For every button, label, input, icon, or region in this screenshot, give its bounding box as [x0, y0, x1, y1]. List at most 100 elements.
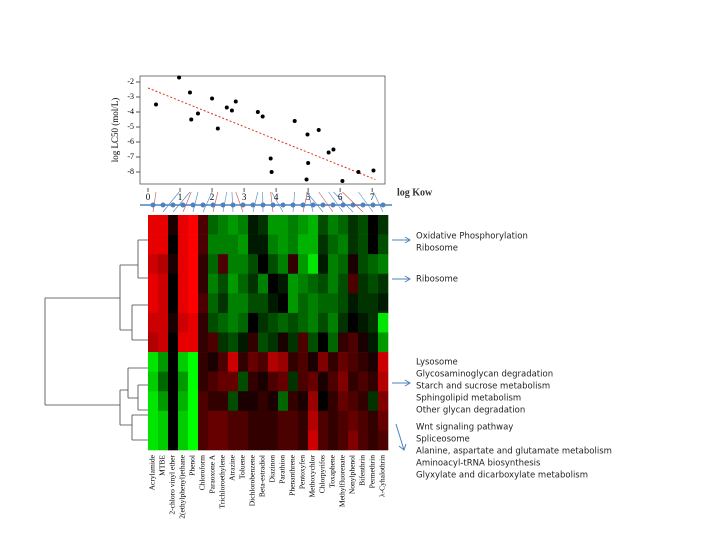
heatmap-cell: [208, 254, 219, 275]
heatmap-cell: [258, 215, 269, 235]
heatmap-cell: [338, 234, 349, 255]
heatmap-cell: [328, 332, 339, 353]
heatmap-cell: [188, 215, 199, 235]
heatmap-cell: [298, 352, 309, 372]
heatmap-cell: [338, 215, 349, 235]
heatmap-cell: [378, 273, 389, 294]
axis-dot: [310, 202, 316, 208]
point: [356, 170, 361, 174]
heatmap-cell: [348, 293, 359, 314]
point: [210, 96, 215, 101]
heatmap-cell: [208, 293, 219, 314]
heatmap-cell: [268, 410, 279, 431]
heatmap-cell: [278, 352, 289, 372]
column-label: MTBE: [158, 455, 167, 476]
heatmap-cell: [298, 430, 309, 451]
plot-frame: [139, 75, 386, 185]
heatmap-cell: [378, 352, 389, 372]
point: [215, 126, 220, 131]
heatmap-cell: [148, 371, 159, 392]
heatmap-cell: [338, 352, 349, 372]
link-line: [162, 191, 180, 213]
axis-dot: [170, 202, 176, 208]
heatmap-cell: [348, 352, 359, 372]
heatmap-cell: [178, 293, 189, 314]
heatmap-cell: [378, 332, 389, 353]
heatmap-cell: [208, 352, 219, 372]
heatmap-cell: [258, 293, 269, 314]
column-label: Methylfluorenate: [338, 454, 347, 507]
link-line: [342, 191, 364, 213]
heatmap-cell: [268, 371, 279, 392]
heatmap-cell: [188, 391, 199, 412]
heatmap-cell: [248, 332, 259, 353]
link-line: [252, 191, 259, 213]
heatmap-cell: [198, 371, 209, 392]
heatmap-cell: [178, 410, 189, 431]
heatmap-cell: [378, 215, 389, 235]
heatmap-cell: [178, 371, 189, 392]
heatmap-cell: [328, 371, 339, 392]
column-label: Paraoxone A: [208, 454, 217, 493]
heatmap-cell: [288, 273, 299, 294]
point: [371, 168, 376, 173]
heatmap-cell: [218, 391, 229, 412]
axis-dot: [230, 202, 236, 208]
annotation: Glyxylate and dicarboxylate metabolism: [416, 471, 588, 481]
link-line: [222, 191, 228, 213]
heatmap-cell: [168, 234, 179, 255]
axis-dot: [330, 202, 336, 208]
point: [233, 99, 238, 104]
heatmap-cell: [248, 273, 259, 294]
axis-dot: [300, 202, 306, 208]
link-line: [333, 191, 354, 213]
heatmap-cell: [268, 332, 279, 353]
point: [269, 170, 274, 174]
heatmap-cell: [248, 352, 259, 372]
heatmap-cell: [198, 293, 209, 314]
x-tick-label: 7: [370, 192, 375, 202]
heatmap-cell: [328, 273, 339, 294]
x-tick-label: 2: [210, 192, 215, 202]
heatmap-cell: [288, 371, 299, 392]
axis-dot: [260, 202, 266, 208]
heatmap-cell: [298, 371, 309, 392]
annotation: Sphingolipid metabolism: [416, 394, 521, 404]
heatmap-cell: [198, 215, 209, 235]
heatmap-cell: [308, 371, 319, 392]
heatmap-cell: [338, 371, 349, 392]
heatmap-cell: [148, 293, 159, 314]
y-axis-label: log LC50 (mol/L): [110, 98, 120, 163]
heatmap-cell: [348, 391, 359, 412]
heatmap-cell: [358, 273, 369, 294]
heatmap-cell: [158, 312, 169, 333]
heatmap-cell: [228, 215, 239, 235]
heatmap-cell: [378, 293, 389, 314]
heatmap-cell: [298, 332, 309, 353]
link-line: [328, 191, 344, 213]
link-line: [302, 191, 308, 213]
heatmap-cell: [188, 352, 199, 372]
x-tick-label: 1: [178, 192, 183, 202]
heatmap-cell: [228, 234, 239, 255]
heatmap-cell: [198, 273, 209, 294]
heatmap-cell: [218, 332, 229, 353]
heatmap-cell: [218, 254, 229, 275]
heatmap-cell: [318, 371, 329, 392]
heatmap-cell: [348, 234, 359, 255]
heatmap-cell: [248, 430, 259, 451]
heatmap-cell: [308, 312, 319, 333]
heatmap-cell: [368, 430, 379, 451]
column-label: Nonylphenol: [348, 455, 357, 494]
column-label: 2(ethylphenyl)ethane: [178, 454, 187, 518]
heatmap-cell: [168, 312, 179, 333]
heatmap-cell: [258, 410, 269, 431]
column-label: Trichloroethylene: [218, 454, 227, 508]
heatmap-cell: [278, 430, 289, 451]
axis-dot: [180, 202, 186, 208]
column-label: λ-Cyhalothrin: [378, 455, 387, 497]
column-label: Diazinon: [268, 455, 277, 483]
point: [229, 108, 234, 113]
heatmap-cell: [298, 273, 309, 294]
